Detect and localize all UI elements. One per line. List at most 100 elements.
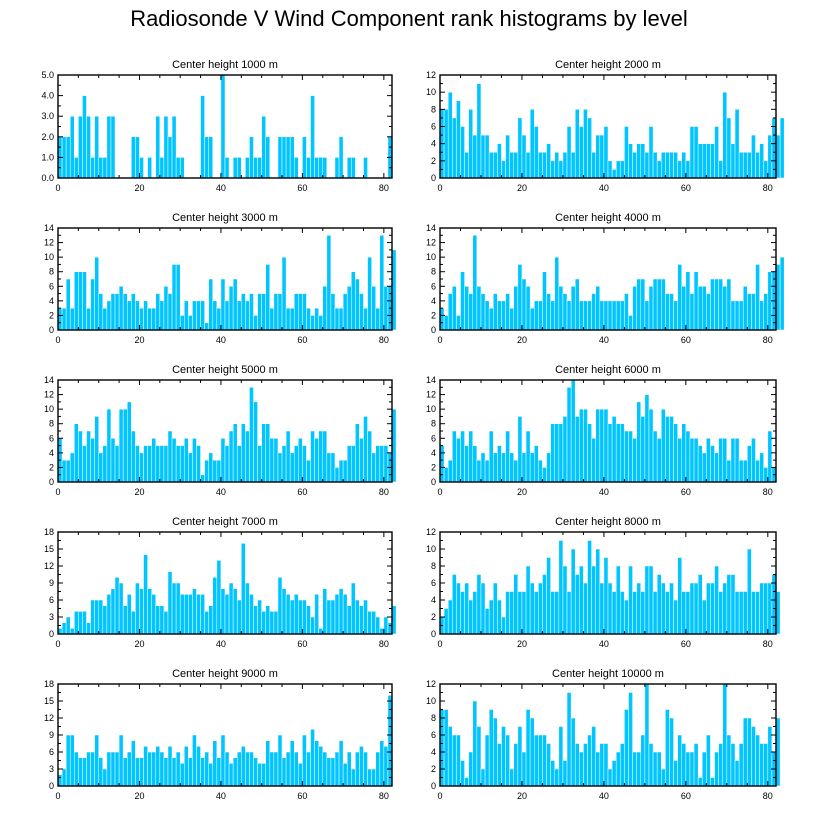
histogram-bar: [738, 459, 744, 483]
x-tick-label: 60: [297, 487, 307, 497]
histogram-bar: [718, 278, 723, 331]
histogram-bar: [277, 734, 283, 787]
histogram-bar: [501, 616, 506, 635]
histogram-bar: [126, 751, 132, 787]
histogram-bar: [188, 594, 193, 635]
histogram-bar: [488, 709, 494, 787]
histogram-bar: [232, 157, 238, 179]
histogram-bar: [363, 307, 368, 331]
histogram-bar: [734, 760, 740, 787]
histogram-bar: [558, 726, 564, 787]
histogram-bar: [591, 293, 596, 331]
histogram-bar: [665, 709, 670, 787]
histogram-bar: [751, 726, 756, 787]
histogram-bar: [542, 467, 547, 483]
histogram-bar: [701, 599, 707, 635]
x-tick-label: 80: [763, 639, 773, 649]
histogram-bar: [298, 438, 303, 483]
histogram-bar: [583, 109, 588, 179]
histogram-bar: [632, 438, 637, 483]
histogram-bar: [562, 416, 568, 483]
histogram-bar: [456, 100, 461, 179]
x-tick-label: 0: [437, 487, 442, 497]
histogram-bar: [245, 430, 250, 483]
histogram-bar: [685, 751, 691, 787]
y-tick-label: 0: [49, 325, 54, 335]
histogram-bar: [285, 751, 291, 787]
histogram-bar: [722, 582, 728, 635]
histogram-bar: [192, 734, 197, 787]
histogram-bar: [351, 445, 356, 483]
histogram-bar: [94, 256, 99, 331]
histogram-bar: [306, 605, 311, 635]
histogram-bar: [620, 160, 625, 179]
histogram-bar: [669, 582, 674, 635]
x-tick-label: 80: [763, 335, 773, 345]
histogram-bar: [665, 416, 670, 483]
histogram-bar: [131, 293, 136, 331]
histogram-bar: [697, 445, 703, 483]
histogram-bar: [159, 751, 165, 787]
histogram-bar: [122, 757, 128, 787]
histogram-bar: [98, 157, 104, 179]
histogram-bar: [155, 293, 161, 331]
histogram-bar: [480, 293, 486, 331]
histogram-bar: [747, 445, 752, 483]
histogram-bar: [509, 307, 515, 331]
y-tick-label: 0: [431, 781, 436, 791]
histogram-bar: [220, 734, 226, 787]
histogram-bar: [86, 751, 91, 787]
histogram-bar: [118, 582, 124, 635]
histogram-bar: [367, 256, 372, 331]
x-tick-label: 20: [134, 183, 144, 193]
y-tick-label: 12: [44, 238, 54, 248]
histogram-bar: [318, 746, 324, 787]
histogram-bar: [293, 594, 299, 635]
histogram-bar: [90, 157, 95, 179]
histogram-bar: [517, 416, 523, 483]
histogram-bar: [102, 445, 108, 483]
histogram-bar: [342, 594, 348, 635]
histogram-bar: [718, 160, 723, 179]
x-tick-label: 40: [599, 791, 609, 801]
y-tick-label: 5.0: [41, 70, 54, 80]
histogram-bar: [755, 459, 760, 483]
histogram-bar: [570, 717, 576, 787]
histogram-bar: [493, 582, 498, 635]
histogram-bar: [747, 717, 752, 787]
y-tick-label: 12: [44, 561, 54, 571]
x-tick-label: 40: [216, 791, 226, 801]
histogram-bar: [718, 591, 723, 635]
histogram-bar: [620, 591, 625, 635]
histogram-bar: [636, 278, 642, 331]
histogram-bar: [167, 136, 173, 179]
y-tick-label: 2: [49, 462, 54, 472]
histogram-bar: [220, 278, 226, 331]
histogram-bar: [253, 315, 258, 331]
histogram-bar: [722, 286, 728, 331]
y-tick-label: 3: [49, 612, 54, 622]
histogram-bar: [338, 588, 344, 635]
histogram-bar: [579, 126, 584, 179]
histogram-bar: [620, 300, 625, 331]
histogram-bar: [204, 136, 209, 179]
histogram-bar: [640, 734, 646, 787]
histogram-bar: [110, 438, 116, 483]
histogram-bar: [529, 307, 535, 331]
histogram-bar: [587, 540, 592, 635]
y-tick-label: 6: [431, 433, 436, 443]
histogram-bar: [110, 588, 116, 635]
histogram-bar: [513, 152, 519, 179]
histogram-bar: [114, 293, 120, 331]
histogram-bar: [204, 459, 209, 483]
histogram-bar: [546, 293, 551, 331]
y-tick-label: 0: [49, 781, 54, 791]
histogram-bar: [640, 143, 646, 179]
histogram-bar: [318, 315, 324, 331]
histogram-bar: [293, 157, 299, 179]
histogram-bar: [710, 278, 715, 331]
histogram-bar: [648, 286, 654, 331]
histogram-bar: [706, 582, 711, 635]
histogram-bar: [224, 751, 230, 787]
histogram-bar: [742, 591, 748, 635]
